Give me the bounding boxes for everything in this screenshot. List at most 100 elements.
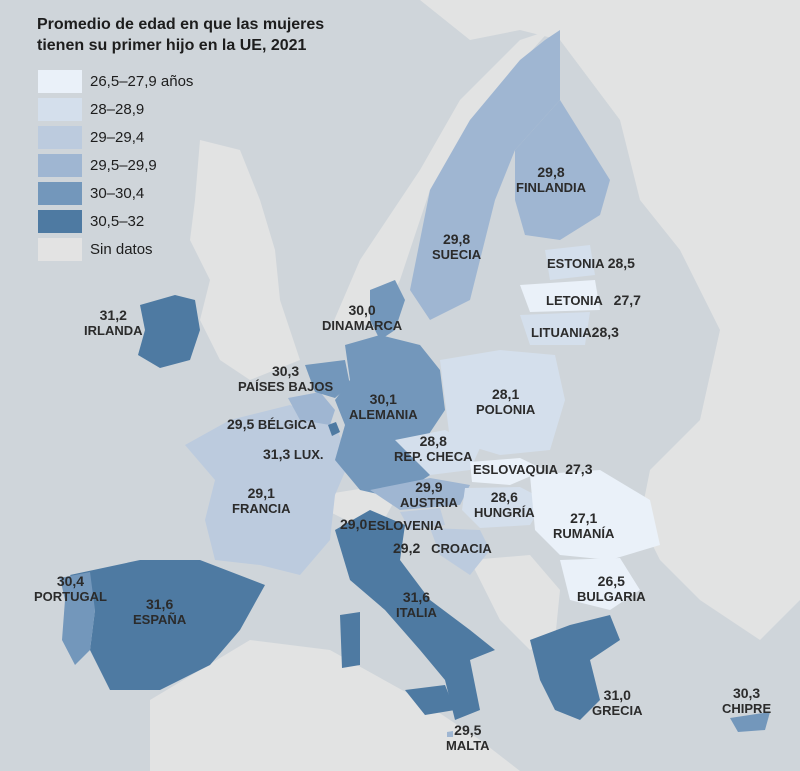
- legend-label: 29,5–29,9: [90, 156, 157, 174]
- legend-item: 26,5–27,9 años: [38, 68, 193, 94]
- label-bulgaria: 26,5 BULGARIA: [577, 573, 646, 605]
- value-suecia: 29,8: [442, 231, 471, 247]
- country-suecia: [410, 30, 560, 320]
- label-grecia: 31,0 GRECIA: [592, 687, 643, 719]
- label-alemania: 30,1 ALEMANIA: [349, 391, 418, 423]
- country-francia: [185, 405, 350, 575]
- value-polonia: 28,1: [491, 386, 520, 402]
- country-bulgaria: [560, 558, 640, 610]
- value-malta: 29,5: [454, 722, 482, 738]
- label-paises-bajos: 30,3 PAÍSES BAJOS: [238, 363, 333, 395]
- country-rep-checa: [395, 430, 480, 475]
- label-dinamarca: 30,0 DINAMARCA: [322, 302, 402, 334]
- balkans: [470, 555, 560, 650]
- country-grecia: [530, 615, 620, 720]
- country-lituania: [520, 312, 590, 345]
- value-eslovenia: 29,0: [340, 516, 368, 532]
- value-lux: 31,3: [263, 446, 291, 462]
- label-rep-checa: 28,8 REP. CHECA: [394, 433, 473, 465]
- name-rep-checa: REP. CHECA: [394, 449, 473, 464]
- label-chipre: 30,3 CHIPRE: [722, 685, 771, 717]
- country-italia-cerdena: [340, 612, 360, 668]
- value-chipre: 30,3: [732, 685, 761, 701]
- legend-item: 30–30,4: [38, 180, 193, 206]
- name-grecia: GRECIA: [592, 703, 643, 718]
- legend-label: 29–29,4: [90, 128, 145, 146]
- africa-land: [150, 640, 520, 771]
- label-austria: 29,9 AUSTRIA: [400, 479, 458, 511]
- value-lituania: 28,3: [591, 324, 619, 340]
- name-espana: ESPAÑA: [133, 612, 187, 627]
- name-estonia: ESTONIA: [547, 256, 605, 271]
- legend-label: Sin datos: [90, 240, 153, 258]
- legend-swatch: [38, 125, 82, 149]
- uk-land: [190, 140, 300, 380]
- legend-label: 26,5–27,9 años: [90, 72, 194, 90]
- name-lux: LUX.: [293, 447, 324, 462]
- legend-swatch: [38, 181, 82, 205]
- country-croacia: [430, 528, 490, 575]
- value-letonia: 27,7: [613, 292, 641, 308]
- name-suecia: SUECIA: [432, 247, 482, 262]
- value-austria: 29,9: [415, 479, 443, 495]
- legend-swatch: [38, 237, 82, 261]
- label-francia: 29,1 FRANCIA: [232, 485, 291, 517]
- name-dinamarca: DINAMARCA: [322, 318, 403, 333]
- value-espana: 31,6: [145, 596, 174, 612]
- label-irlanda: 31,2 IRLANDA: [84, 307, 143, 339]
- value-grecia: 31,0: [603, 687, 631, 703]
- label-croacia: 29,2 CROACIA: [393, 540, 492, 557]
- country-paises-bajos: [305, 360, 350, 398]
- legend-label: 28–28,9: [90, 100, 145, 118]
- legend: 26,5–27,9 años 28–28,9 29–29,4 29,5–29,9…: [38, 68, 193, 264]
- label-hungria: 28,6 HUNGRÍA: [474, 489, 535, 521]
- non-eu-land: [420, 0, 800, 640]
- name-portugal: PORTUGAL: [34, 589, 107, 604]
- legend-item: 28–28,9: [38, 96, 193, 122]
- country-portugal: [60, 572, 95, 665]
- legend-label: 30,5–32: [90, 212, 145, 230]
- country-italia: [335, 510, 495, 720]
- legend-item: 29–29,4: [38, 124, 193, 150]
- value-estonia: 28,5: [607, 255, 635, 271]
- value-paises-bajos: 30,3: [271, 363, 300, 379]
- country-lux: [328, 422, 340, 436]
- country-espana: [70, 560, 265, 690]
- country-italia-sicilia: [405, 685, 455, 715]
- label-lux: 31,3 LUX.: [263, 446, 324, 463]
- value-bulgaria: 26,5: [597, 573, 625, 589]
- title-line-2: tienen su primer hijo en la UE, 2021: [37, 37, 307, 54]
- value-portugal: 30,4: [56, 573, 85, 589]
- name-eslovaquia: ESLOVAQUIA: [473, 462, 558, 477]
- switzerland: [328, 488, 395, 522]
- name-finlandia: FINLANDIA: [516, 180, 587, 195]
- legend-swatch: [38, 153, 82, 177]
- name-irlanda: IRLANDA: [84, 323, 143, 338]
- name-belgica: BÉLGICA: [257, 417, 317, 432]
- country-finlandia: [515, 100, 610, 240]
- country-eslovaquia: [470, 458, 545, 485]
- name-chipre: CHIPRE: [722, 701, 772, 716]
- legend-swatch: [38, 97, 82, 121]
- label-espana: 31,6 ESPAÑA: [133, 596, 186, 628]
- legend-swatch: [38, 69, 82, 93]
- value-hungria: 28,6: [490, 489, 518, 505]
- value-francia: 29,1: [247, 485, 275, 501]
- label-portugal: 30,4 PORTUGAL: [34, 573, 107, 605]
- country-polonia: [440, 350, 565, 455]
- legend-item: Sin datos: [38, 236, 193, 262]
- country-estonia: [545, 245, 595, 280]
- value-finlandia: 29,8: [537, 164, 565, 180]
- country-hungria: [462, 487, 545, 528]
- country-eslovenia: [400, 508, 445, 530]
- label-lituania: LITUANIA28,3: [531, 324, 619, 341]
- label-eslovenia-value: 29,0: [340, 516, 367, 533]
- map-title: Promedio de edad en que las mujeres tien…: [37, 14, 377, 56]
- country-belgica: [288, 392, 335, 425]
- name-austria: AUSTRIA: [400, 495, 458, 510]
- label-eslovenia: ESLOVENIA: [368, 518, 443, 534]
- name-francia: FRANCIA: [232, 501, 291, 516]
- label-malta: 29,5 MALTA: [446, 722, 490, 754]
- label-rumania: 27,1 RUMANÍA: [553, 510, 614, 542]
